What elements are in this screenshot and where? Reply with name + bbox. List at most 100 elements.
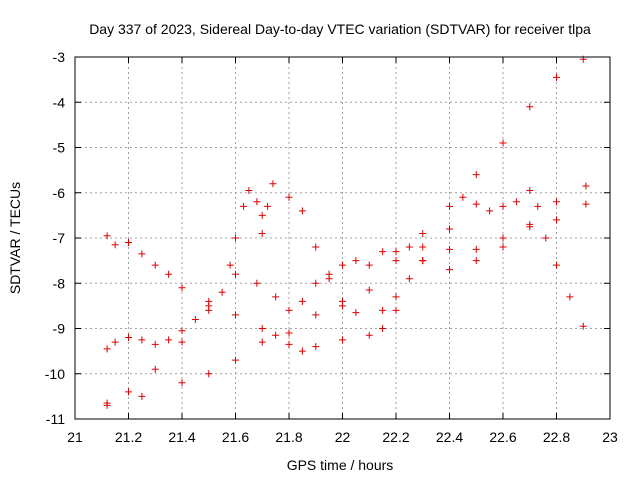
x-tick-labels: 21 21.2 21.4 21.6 21.8 22 22.2 22.4 22.6 22.8 23 (67, 429, 618, 445)
data-point (272, 293, 280, 301)
data-point (191, 315, 199, 323)
data-point (125, 334, 132, 342)
data-point (553, 216, 560, 224)
data-point (285, 306, 293, 314)
data-point (312, 279, 320, 287)
data-point (232, 234, 239, 242)
data-point (352, 309, 360, 317)
x-tick-label: 22.6 (489, 429, 516, 445)
data-point (553, 261, 560, 269)
y-axis-label: SDTVAR / TECUs (7, 182, 23, 294)
data-point (446, 266, 453, 274)
y-tick-label: -3 (53, 49, 66, 65)
data-point (125, 388, 132, 396)
data-point (272, 331, 280, 339)
data-point (339, 261, 346, 269)
x-tick-label: 22 (335, 429, 351, 445)
data-series (103, 55, 590, 409)
data-point (405, 275, 413, 283)
data-point (178, 327, 186, 335)
data-point (419, 229, 427, 237)
data-point (258, 229, 266, 237)
x-tick-label: 21.4 (168, 429, 195, 445)
data-point (582, 182, 590, 190)
data-point (379, 248, 387, 256)
series-track-a (103, 182, 590, 407)
data-point (285, 340, 293, 348)
y-tick-label: -5 (53, 140, 66, 156)
data-point (312, 243, 320, 251)
data-point (499, 234, 507, 242)
x-axis-label: GPS time / hours (287, 457, 394, 473)
data-point (138, 392, 146, 400)
x-tick-label: 22.2 (382, 429, 409, 445)
x-tick-label: 21 (67, 429, 83, 445)
y-tick-label: -7 (53, 230, 66, 246)
data-point (178, 379, 186, 387)
data-point (526, 223, 534, 231)
data-point (419, 243, 427, 251)
data-point (392, 306, 400, 314)
data-point (165, 270, 173, 278)
data-point (298, 297, 306, 305)
x-tick-label: 22.4 (436, 429, 463, 445)
data-point (339, 336, 346, 344)
data-point (103, 345, 111, 353)
data-point (566, 293, 574, 301)
data-point (298, 207, 306, 215)
data-point (472, 257, 480, 265)
data-point (392, 248, 400, 256)
data-point (419, 257, 427, 265)
plot-frame (74, 56, 611, 420)
data-point (499, 202, 507, 210)
y-tick-labels: -11 -10 -9 -8 -7 -6 -5 -4 -3 (45, 49, 65, 427)
y-tick-label: -8 (53, 275, 66, 291)
y-tick-label: -6 (53, 185, 66, 201)
data-point (232, 356, 239, 364)
data-point (258, 211, 266, 219)
data-point (499, 139, 507, 147)
data-point (111, 338, 119, 346)
data-point (165, 336, 173, 344)
data-point (499, 243, 507, 251)
data-point (379, 325, 387, 332)
data-point (205, 370, 213, 378)
x-tick-label: 21.2 (115, 429, 142, 445)
data-point (472, 245, 480, 253)
data-point (339, 302, 346, 310)
x-tick-label: 22.8 (543, 429, 570, 445)
data-point (472, 171, 480, 179)
data-point (446, 225, 453, 233)
data-point (553, 198, 560, 206)
y-tick-label: -9 (53, 321, 66, 337)
data-point (103, 232, 111, 240)
y-tick-label: -11 (46, 411, 65, 427)
data-point (352, 257, 360, 265)
data-point (205, 297, 213, 305)
data-point (178, 338, 186, 346)
x-tick-label: 21.8 (275, 429, 302, 445)
data-point (534, 202, 542, 210)
data-point (264, 202, 272, 210)
data-point (226, 261, 234, 269)
data-point (258, 338, 266, 346)
data-point (459, 193, 467, 201)
data-point (486, 207, 494, 215)
x-tick-label: 21.6 (222, 429, 249, 445)
data-point (472, 200, 480, 208)
y-tick-label: -4 (53, 94, 66, 110)
data-point (138, 250, 146, 258)
data-point (253, 279, 261, 287)
data-point (392, 293, 400, 301)
data-point (325, 275, 333, 283)
series-track-c (103, 180, 277, 353)
data-point (446, 245, 453, 253)
data-point (298, 347, 306, 355)
data-point (103, 401, 111, 409)
data-point (365, 331, 373, 339)
data-point (405, 243, 413, 251)
data-point (446, 202, 453, 210)
data-point (151, 340, 159, 348)
data-point (125, 239, 132, 247)
